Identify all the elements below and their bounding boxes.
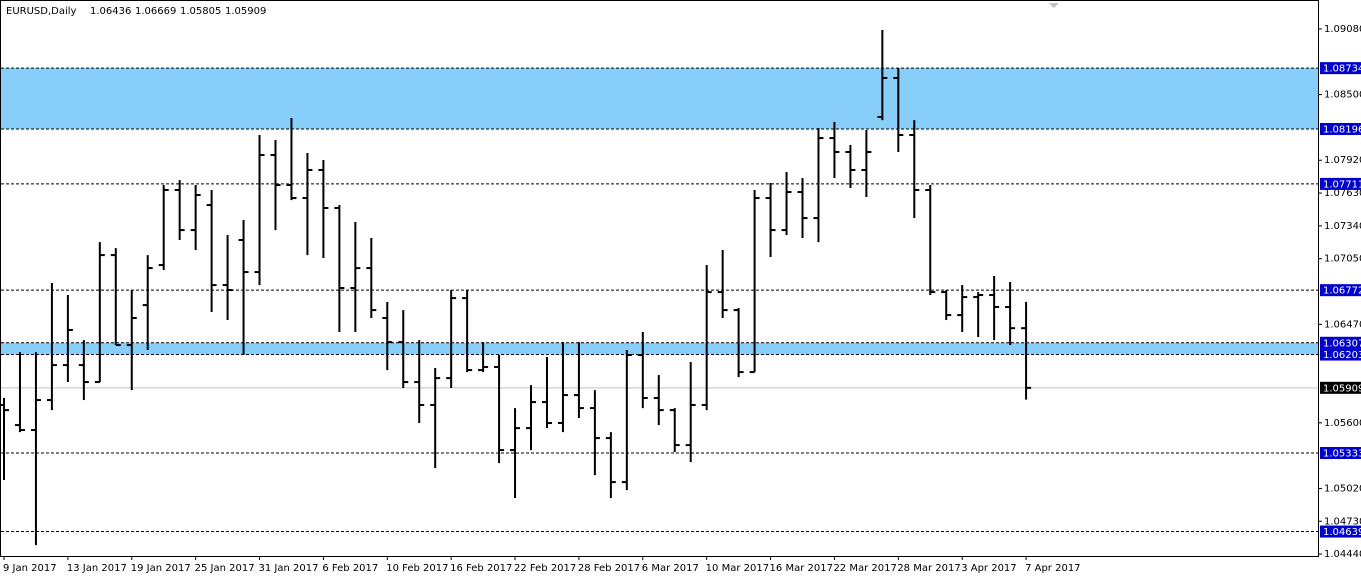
y-tick-label: 1.07050 [1324,254,1361,265]
zone [1,68,1318,130]
header-close: 1.05909 [225,6,266,17]
header-high: 1.06669 [135,6,176,17]
level-label-bg [1320,447,1361,460]
x-tick-label: 10 Feb 2017 [386,563,448,574]
x-tick-label: 3 Apr 2017 [961,563,1016,574]
level-label-bg [1320,177,1361,190]
x-tick-label: 16 Feb 2017 [450,563,512,574]
x-tick-label: 28 Feb 2017 [578,563,640,574]
x-tick-label: 7 Apr 2017 [1025,563,1080,574]
level-label: 1.08734 [1323,64,1361,75]
y-tick-label: 1.08500 [1324,90,1361,101]
x-tick-label: 31 Jan 2017 [259,563,319,574]
x-tick-label: 25 Jan 2017 [195,563,255,574]
scroll-marker [1049,3,1059,8]
x-tick-label: 6 Feb 2017 [322,563,378,574]
level-label-bg [1320,525,1361,538]
level-label: 1.07711 [1323,179,1361,190]
marks [0,29,1318,546]
x-tick-label: 28 Mar 2017 [897,563,960,574]
x-tick-label: 6 Mar 2017 [642,563,699,574]
level-label: 1.06772 [1323,286,1361,297]
symbol: EURUSD,Daily [6,6,77,17]
x-tick-label: 19 Jan 2017 [131,563,191,574]
x-tick-label: 9 Jan 2017 [3,563,57,574]
x-tick-label: 13 Jan 2017 [67,563,127,574]
y-tick-label: 1.09080 [1324,24,1361,35]
x-tick-label: 22 Feb 2017 [514,563,576,574]
y-tick-label: 1.07340 [1324,221,1361,232]
level-label-bg [1320,336,1361,349]
y-tick-label: 1.07920 [1324,155,1361,166]
y-tick-label: 1.07630 [1324,188,1361,199]
y-tick-label: 1.06470 [1324,319,1361,330]
level-label-bg [1320,62,1361,75]
level-label: 1.06307 [1323,338,1361,349]
header-open: 1.06436 [90,6,131,17]
y-tick-label: 1.05600 [1324,418,1361,429]
y-tick-label: 1.05020 [1324,483,1361,494]
level-label: 1.04639 [1323,527,1361,538]
header-low: 1.05805 [180,6,221,17]
level-label: 1.08196 [1323,125,1361,136]
x-tick-label: 10 Mar 2017 [706,563,769,574]
last-price-bg [1320,381,1361,394]
x-tick-label: 16 Mar 2017 [770,563,833,574]
last-price-label: 1.05909 [1323,383,1361,394]
level-label-bg [1320,284,1361,297]
level-label: 1.05333 [1323,449,1361,460]
level-label-bg [1320,348,1361,361]
x-tick-label: 22 Mar 2017 [833,563,896,574]
y-tick-label: 1.04730 [1324,516,1361,527]
level-label: 1.06203 [1323,350,1361,361]
zone [1,342,1318,355]
level-label-bg [1320,123,1361,136]
y-tick-label: 1.04440 [1324,549,1361,560]
